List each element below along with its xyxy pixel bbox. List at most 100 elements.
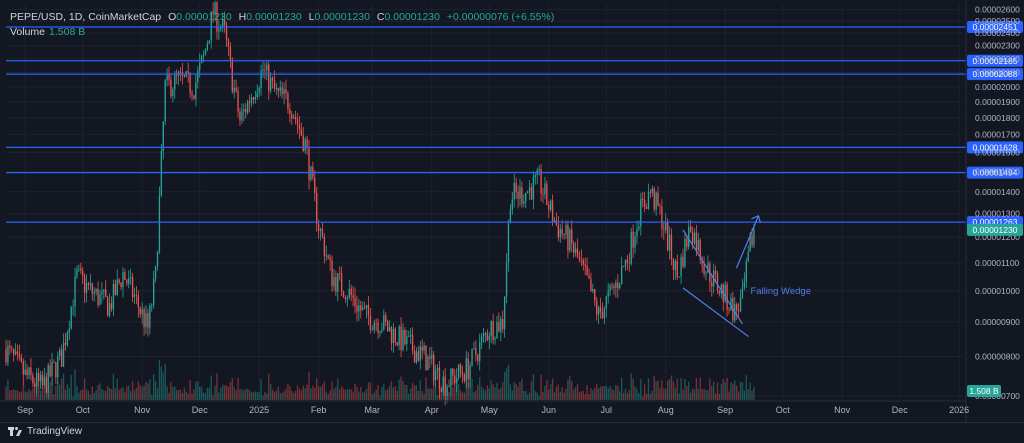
- candle-body: [105, 289, 107, 298]
- volume-label[interactable]: Volume: [10, 26, 46, 38]
- brand[interactable]: TradingView: [8, 426, 82, 437]
- candle-body: [548, 204, 550, 210]
- volume-bar: [456, 384, 458, 400]
- candle-body: [316, 193, 318, 224]
- time-tick-label: Nov: [834, 405, 851, 415]
- candle-body: [586, 265, 588, 276]
- candle-body: [285, 89, 287, 94]
- candle-body: [202, 54, 205, 57]
- candle-body: [331, 260, 333, 287]
- level-tag-label: 0.00002088: [973, 69, 1018, 79]
- candle-body: [530, 187, 533, 200]
- time-tick-label: Apr: [425, 405, 439, 415]
- volume-bar: [254, 391, 256, 400]
- volume-bar: [139, 385, 141, 400]
- volume-bar: [716, 382, 719, 400]
- volume-bar: [216, 373, 218, 400]
- volume-bar: [87, 390, 90, 400]
- candle-body: [256, 92, 258, 98]
- volume-bar: [143, 385, 145, 400]
- volume-bar: [189, 379, 191, 400]
- volume-bar: [68, 388, 70, 400]
- volume-bar: [461, 392, 464, 400]
- volume-bar: [479, 377, 481, 400]
- volume-bar: [724, 381, 726, 400]
- last-price-tag: [967, 223, 1023, 236]
- candle-body: [51, 361, 53, 377]
- candle-body: [647, 191, 650, 209]
- candle-body: [101, 291, 103, 295]
- candle-body: [106, 297, 109, 316]
- candle-body: [97, 288, 99, 305]
- candle-body: [490, 321, 492, 337]
- volume-bar: [308, 371, 310, 400]
- time-axis[interactable]: Sep Oct Nov Dec 2025 Feb Mar Apr May Jun Jul Aug Sep…: [0, 400, 969, 415]
- high-key: H: [238, 11, 247, 23]
- candle-body: [300, 128, 303, 136]
- candle-body: [187, 71, 189, 73]
- volume-bar: [666, 380, 669, 400]
- candle-body: [323, 236, 326, 257]
- candle-body: [400, 326, 402, 351]
- volume-bar: [225, 385, 228, 400]
- volume-bar: [18, 392, 21, 400]
- price-chart[interactable]: 0.00002451 0.00002185 0.00002088 0.00001628…: [0, 0, 1024, 422]
- candle-body: [603, 308, 606, 319]
- volume-bar: [573, 389, 575, 400]
- volume-bar: [229, 381, 232, 400]
- volume-bar: [76, 386, 78, 400]
- candle-body: [354, 297, 356, 306]
- volume-bar: [586, 385, 588, 400]
- volume-bar: [95, 390, 97, 400]
- volume-bar: [183, 387, 186, 400]
- price-tick-label: 0.00001400: [975, 187, 1020, 197]
- candle-body: [703, 265, 705, 275]
- falling-wedge-annotation[interactable]: Falling Wedge: [682, 215, 811, 338]
- candle-body: [450, 368, 452, 387]
- candle-body: [609, 285, 611, 291]
- candle-body: [689, 226, 692, 232]
- volume-bar: [415, 385, 418, 400]
- volume-bar: [241, 388, 243, 400]
- candle-body: [574, 248, 577, 253]
- candle-body: [408, 336, 410, 338]
- candle-body: [670, 234, 673, 260]
- candle-body: [446, 386, 448, 396]
- candle-body: [197, 70, 199, 83]
- volume-bar: [609, 385, 611, 400]
- horizontal-levels[interactable]: 0.00002451 0.00002185 0.00002088 0.00001628…: [6, 20, 1023, 229]
- volume-bar: [427, 388, 429, 400]
- candle-body: [78, 268, 80, 270]
- volume-bar: [60, 378, 63, 400]
- candle-body: [525, 192, 527, 202]
- volume-bar: [736, 385, 738, 400]
- candle-body: [37, 372, 40, 382]
- volume-bar: [538, 395, 540, 400]
- volume-bar: [210, 375, 212, 400]
- candle-body: [49, 365, 51, 377]
- volume-bar: [256, 391, 258, 400]
- volume-bar: [170, 381, 172, 400]
- volume-bar: [153, 374, 155, 400]
- candle-body: [137, 295, 140, 308]
- candle-body: [494, 338, 496, 341]
- candle-body: [14, 351, 17, 355]
- time-tick-label: Dec: [892, 405, 909, 415]
- volume-bar: [250, 392, 253, 400]
- candle-body: [45, 376, 47, 393]
- volume-bar: [745, 375, 747, 400]
- volume-bar: [622, 392, 625, 400]
- volume-bar: [695, 378, 698, 400]
- volume-bar: [676, 378, 678, 400]
- volume-bar: [429, 388, 431, 400]
- time-tick-label: Nov: [134, 405, 151, 415]
- volume-bar: [151, 394, 153, 400]
- candle-body: [124, 272, 126, 280]
- symbol-label[interactable]: PEPE/USD, 1D, CoinMarketCap: [10, 11, 162, 23]
- volume-bar: [147, 383, 149, 400]
- candle-body: [521, 187, 523, 204]
- volume-bar: [691, 388, 694, 400]
- volume-bar: [220, 387, 222, 400]
- candle-body: [473, 348, 475, 349]
